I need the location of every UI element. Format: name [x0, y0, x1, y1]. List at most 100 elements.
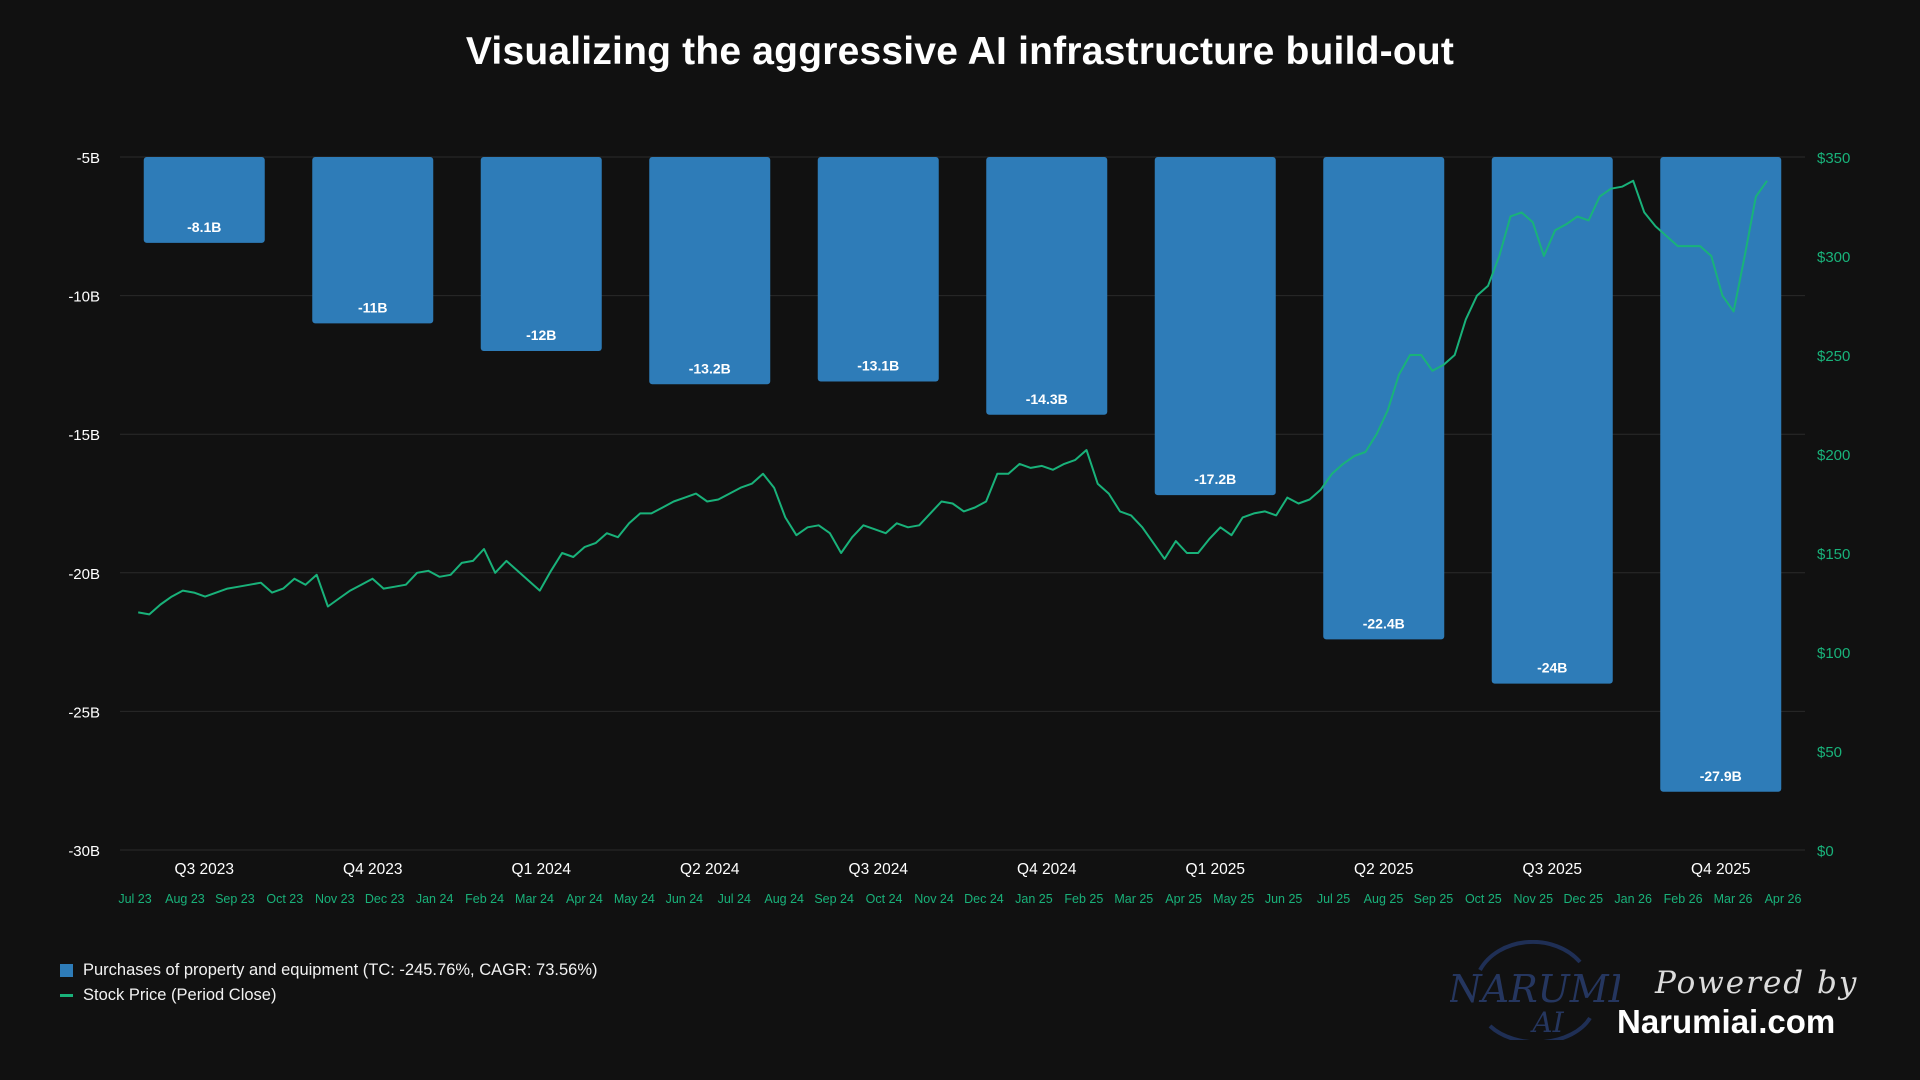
- month-tick-label: Apr 24: [566, 892, 603, 906]
- month-tick-label: Mar 26: [1714, 892, 1753, 906]
- right-tick-label: $150: [1817, 546, 1850, 563]
- bar-value-label: -27.9B: [1700, 768, 1742, 784]
- bar: [1491, 157, 1613, 684]
- category-tick-label: Q2 2025: [1354, 861, 1413, 878]
- month-tick-label: Sep 23: [215, 892, 255, 906]
- bar: [649, 157, 771, 385]
- month-tick-label: Sep 24: [814, 892, 854, 906]
- left-tick-label: -15B: [68, 427, 100, 444]
- bar: [986, 157, 1108, 415]
- month-tick-label: Nov 24: [914, 892, 954, 906]
- month-tick-label: Jan 26: [1614, 892, 1652, 906]
- left-tick-label: -25B: [68, 704, 100, 721]
- bar: [312, 157, 434, 324]
- category-axis: Q3 2023 Q4 2023 Q1 2024 Q2 2024 Q3 2024 Q4 20…: [175, 861, 1751, 878]
- bar: [480, 157, 602, 352]
- bar-value-label: -12B: [526, 327, 556, 343]
- bar-value-label: -13.2B: [689, 360, 731, 376]
- month-tick-label: Apr 26: [1765, 892, 1802, 906]
- legend-item-bars[interactable]: Purchases of property and equipment (TC:…: [60, 958, 598, 983]
- legend-line-swatch: [60, 994, 73, 997]
- bar-value-label: -8.1B: [187, 219, 221, 235]
- category-tick-label: Q4 2025: [1691, 861, 1750, 878]
- category-tick-label: Q2 2024: [680, 861, 740, 878]
- legend-item-line[interactable]: Stock Price (Period Close): [60, 983, 598, 1008]
- left-axis: -5B -10B -15B -20B -25B -30B: [68, 150, 100, 860]
- month-tick-label: Feb 24: [465, 892, 504, 906]
- bar-value-label: -14.3B: [1026, 391, 1068, 407]
- legend-bar-label: Purchases of property and equipment (TC:…: [83, 961, 598, 979]
- right-tick-label: $350: [1817, 150, 1850, 167]
- month-tick-label: Dec 23: [365, 892, 405, 906]
- bar-series: [143, 157, 1782, 792]
- month-axis: Jul 23 Aug 23 Sep 23 Oct 23 Nov 23 Dec 23 Jan …: [118, 892, 1801, 906]
- month-tick-label: Jan 24: [416, 892, 454, 906]
- bar: [817, 157, 939, 382]
- bar-value-label: -24B: [1537, 660, 1567, 676]
- left-tick-label: -20B: [68, 566, 100, 583]
- right-tick-label: $100: [1817, 645, 1850, 662]
- right-axis: $0 $50 $100 $150 $200 $250 $300 $350: [1817, 150, 1850, 860]
- right-tick-label: $250: [1817, 348, 1850, 365]
- left-tick-label: -30B: [68, 843, 100, 860]
- logo-arc-bottom-icon: [1488, 1016, 1592, 1040]
- month-tick-label: Jun 24: [666, 892, 704, 906]
- bar: [143, 157, 265, 243]
- month-tick-label: Dec 25: [1563, 892, 1603, 906]
- month-tick-label: Jun 25: [1265, 892, 1303, 906]
- category-tick-label: Q4 2023: [343, 861, 402, 878]
- bar-value-label: -13.1B: [857, 358, 899, 374]
- bar-value-label: -17.2B: [1194, 471, 1236, 487]
- category-tick-label: Q1 2024: [512, 861, 572, 878]
- month-tick-label: Dec 24: [964, 892, 1004, 906]
- powered-by-text: Powered by: [1655, 965, 1859, 1001]
- legend-bar-swatch: [60, 964, 73, 977]
- category-tick-label: Q3 2023: [175, 861, 234, 878]
- category-tick-label: Q3 2024: [849, 861, 909, 878]
- left-tick-label: -5B: [77, 150, 100, 167]
- month-tick-label: Jul 24: [718, 892, 751, 906]
- month-tick-label: Mar 25: [1114, 892, 1153, 906]
- month-tick-label: Oct 25: [1465, 892, 1502, 906]
- legend-line-label: Stock Price (Period Close): [83, 986, 277, 1004]
- bar: [1154, 157, 1276, 496]
- month-tick-label: Feb 25: [1064, 892, 1103, 906]
- right-tick-label: $300: [1817, 249, 1850, 266]
- stock-price-line: [138, 179, 1768, 616]
- right-tick-label: $200: [1817, 447, 1850, 464]
- month-tick-label: Mar 24: [515, 892, 554, 906]
- logo-word: NARUMI: [1450, 967, 1620, 1011]
- month-tick-label: Feb 26: [1664, 892, 1703, 906]
- logo-arc-icon: [1478, 940, 1582, 971]
- month-tick-label: Aug 23: [165, 892, 205, 906]
- month-tick-label: Nov 23: [315, 892, 355, 906]
- month-tick-label: Aug 24: [764, 892, 804, 906]
- month-tick-label: Nov 25: [1513, 892, 1553, 906]
- month-tick-label: Apr 25: [1165, 892, 1202, 906]
- right-tick-label: $0: [1817, 843, 1834, 860]
- month-tick-label: May 24: [614, 892, 655, 906]
- narumi-logo: NARUMI AI: [1450, 940, 1620, 1040]
- month-tick-label: Oct 24: [866, 892, 903, 906]
- right-tick-label: $50: [1817, 744, 1842, 761]
- chart-title: Visualizing the aggressive AI infrastruc…: [465, 30, 1455, 73]
- month-tick-label: May 25: [1213, 892, 1254, 906]
- category-tick-label: Q4 2024: [1017, 861, 1077, 878]
- month-tick-label: Aug 25: [1364, 892, 1404, 906]
- month-tick-label: Sep 25: [1414, 892, 1454, 906]
- bar: [1660, 157, 1782, 792]
- month-tick-label: Jan 25: [1015, 892, 1053, 906]
- category-tick-label: Q3 2025: [1523, 861, 1582, 878]
- bar-value-label: -22.4B: [1363, 615, 1405, 631]
- bar: [1323, 157, 1445, 640]
- legend: Purchases of property and equipment (TC:…: [60, 958, 598, 1008]
- month-tick-label: Jul 25: [1317, 892, 1350, 906]
- bar-value-label: -11B: [358, 299, 388, 315]
- bar-value-labels: -8.1B -11B -12B -13.2B -13.1B -14.3B -17.2B -22…: [187, 219, 1742, 784]
- line-series: [138, 179, 1768, 616]
- category-tick-label: Q1 2025: [1186, 861, 1245, 878]
- site-link[interactable]: Narumiai.com: [1617, 1003, 1836, 1040]
- left-tick-label: -10B: [68, 289, 100, 306]
- month-tick-label: Oct 23: [266, 892, 303, 906]
